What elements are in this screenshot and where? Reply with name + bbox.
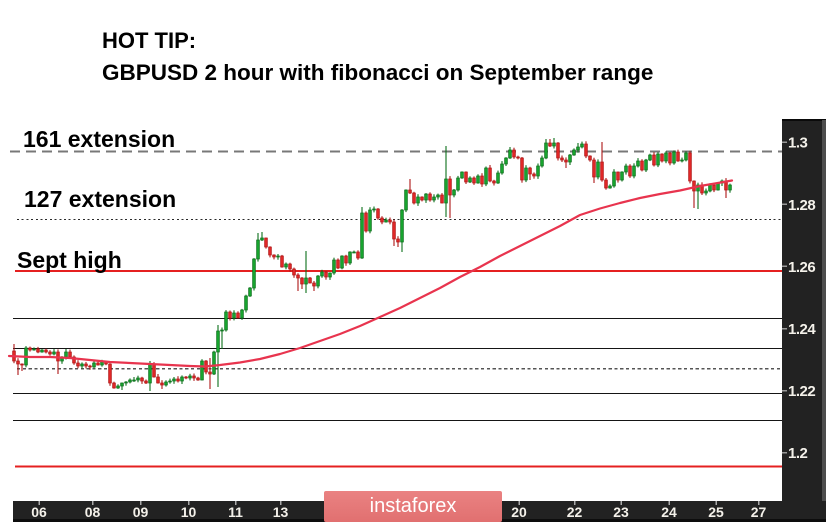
svg-text:09: 09 [133,504,149,520]
svg-text:24: 24 [661,504,677,520]
svg-text:08: 08 [85,504,101,520]
svg-text:13: 13 [273,504,289,520]
svg-text:11: 11 [228,504,243,520]
svg-text:20: 20 [511,504,527,520]
svg-text:06: 06 [31,504,47,520]
svg-text:1.24: 1.24 [788,321,816,338]
svg-text:23: 23 [613,504,629,520]
svg-text:1.2: 1.2 [788,445,808,462]
svg-text:22: 22 [567,504,583,520]
svg-text:1.22: 1.22 [788,383,815,400]
svg-text:27: 27 [751,504,767,520]
svg-text:instaforex: instaforex [370,495,457,517]
svg-text:10: 10 [181,504,197,520]
svg-text:1.3: 1.3 [788,135,808,152]
svg-text:1.26: 1.26 [788,259,815,276]
svg-text:25: 25 [708,504,724,520]
svg-text:1.28: 1.28 [788,197,815,214]
